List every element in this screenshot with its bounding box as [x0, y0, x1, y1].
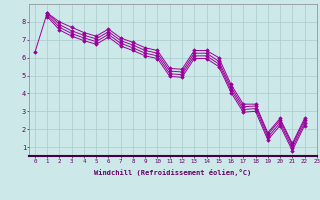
- X-axis label: Windchill (Refroidissement éolien,°C): Windchill (Refroidissement éolien,°C): [94, 169, 252, 176]
